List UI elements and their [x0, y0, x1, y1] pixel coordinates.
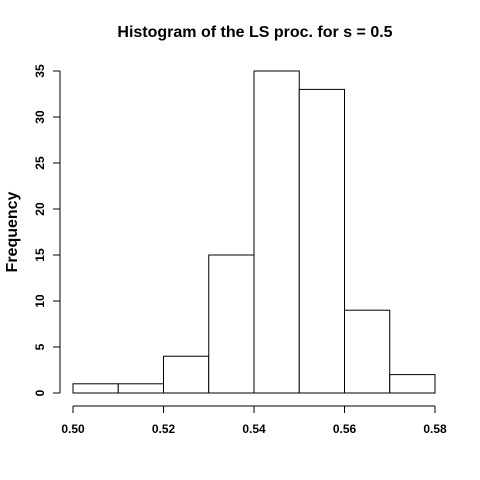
histogram-bar-7: [389, 374, 436, 394]
y-tick-label-5: 25: [33, 156, 47, 170]
bars-group: [72, 70, 436, 394]
x-tick-label-3: 0.56: [333, 422, 357, 436]
histogram-bar-0: [72, 383, 119, 394]
histogram-bar-2: [163, 355, 210, 394]
y-tick-label-6: 30: [33, 110, 47, 124]
y-tick-label-2: 10: [33, 294, 47, 308]
x-tick-label-1: 0.52: [152, 422, 176, 436]
y-tick-label-0: 0: [33, 389, 47, 396]
histogram-bar-4: [253, 70, 300, 394]
y-tick-label-4: 20: [33, 202, 47, 216]
histogram-bar-1: [117, 383, 164, 394]
histogram-bar-5: [298, 88, 345, 394]
y-tick-label-1: 5: [33, 343, 47, 350]
chart-title: Histogram of the LS proc. for s = 0.5: [117, 24, 392, 41]
y-tick-label-3: 15: [33, 248, 47, 262]
x-axis: 0.50 0.52 0.54 0.56 0.58: [61, 405, 447, 436]
x-tick-label-2: 0.54: [242, 422, 266, 436]
y-tick-label-7: 35: [33, 64, 47, 78]
y-axis-label: Frequency: [4, 191, 21, 272]
y-axis: 0 5 10 15 20 25 30 35: [33, 64, 61, 396]
histogram-bar-3: [208, 254, 255, 394]
histogram-bar-6: [344, 309, 391, 394]
x-tick-label-0: 0.50: [61, 422, 85, 436]
x-tick-label-4: 0.58: [423, 422, 447, 436]
